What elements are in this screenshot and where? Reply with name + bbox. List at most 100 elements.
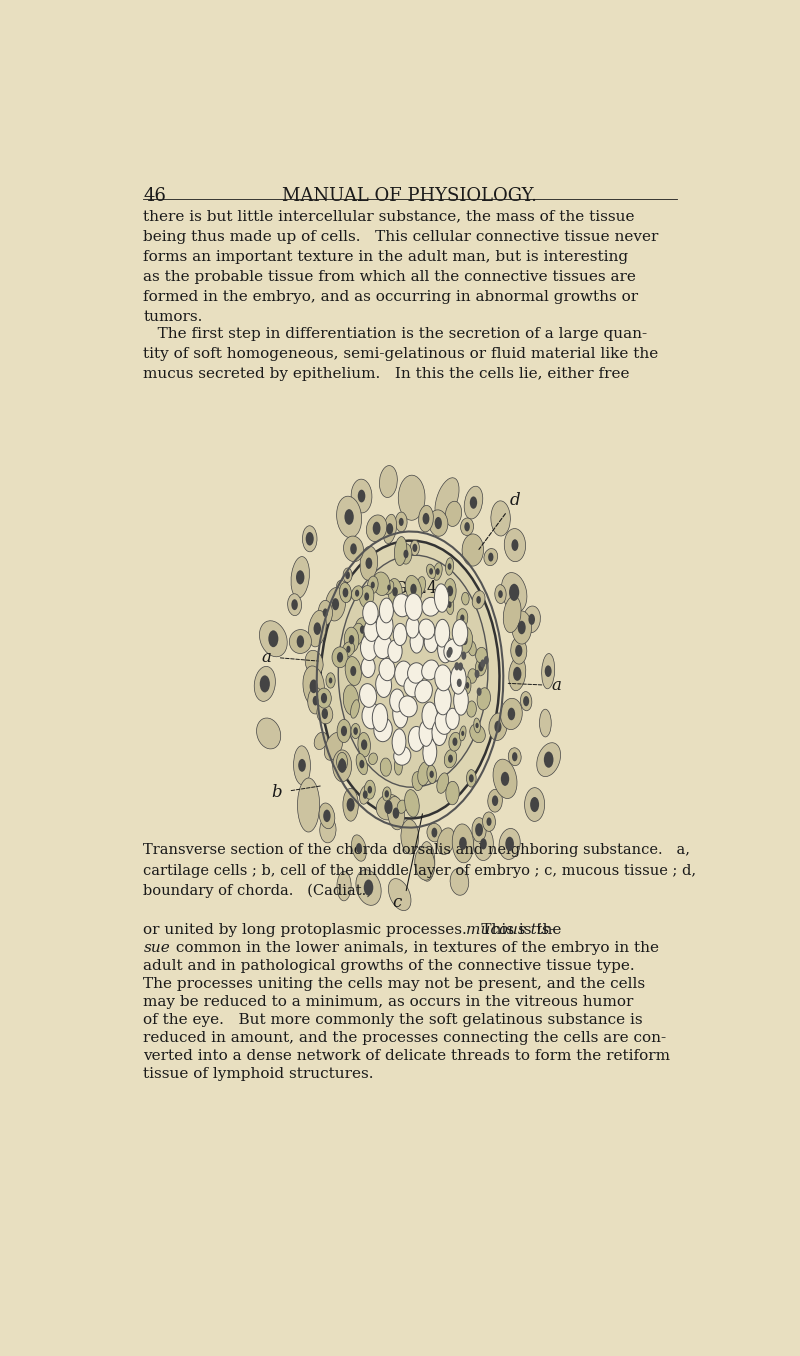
Ellipse shape [401, 819, 418, 854]
Ellipse shape [361, 635, 378, 660]
Ellipse shape [254, 666, 275, 701]
Ellipse shape [529, 614, 535, 625]
Ellipse shape [506, 837, 514, 852]
Ellipse shape [358, 732, 370, 757]
Ellipse shape [384, 580, 394, 594]
Ellipse shape [313, 696, 318, 705]
Ellipse shape [418, 762, 430, 785]
Ellipse shape [351, 624, 364, 645]
Ellipse shape [350, 544, 357, 555]
Ellipse shape [317, 687, 331, 708]
Ellipse shape [436, 568, 440, 575]
Ellipse shape [344, 628, 359, 652]
Ellipse shape [488, 553, 494, 561]
Ellipse shape [343, 685, 358, 715]
Ellipse shape [361, 739, 367, 750]
Ellipse shape [477, 687, 490, 711]
Ellipse shape [390, 689, 404, 712]
Ellipse shape [410, 540, 419, 556]
Ellipse shape [303, 666, 325, 706]
Ellipse shape [468, 641, 476, 656]
Ellipse shape [410, 583, 417, 594]
Ellipse shape [339, 583, 351, 602]
Circle shape [448, 647, 453, 655]
Ellipse shape [424, 633, 438, 652]
Ellipse shape [296, 571, 305, 584]
Ellipse shape [364, 880, 374, 895]
Ellipse shape [354, 727, 358, 735]
Ellipse shape [452, 620, 468, 645]
Ellipse shape [384, 800, 393, 814]
Ellipse shape [466, 682, 470, 689]
Ellipse shape [461, 518, 474, 536]
Ellipse shape [408, 727, 425, 751]
Ellipse shape [291, 599, 298, 610]
Ellipse shape [488, 789, 502, 812]
Ellipse shape [419, 720, 433, 746]
Ellipse shape [434, 664, 451, 690]
Ellipse shape [370, 582, 375, 589]
Ellipse shape [501, 698, 522, 730]
Ellipse shape [461, 731, 464, 736]
Ellipse shape [257, 719, 281, 749]
Ellipse shape [386, 523, 393, 534]
Ellipse shape [397, 800, 406, 814]
Ellipse shape [308, 610, 326, 647]
Ellipse shape [512, 612, 531, 644]
Ellipse shape [542, 654, 554, 689]
Ellipse shape [406, 575, 422, 603]
Ellipse shape [351, 835, 366, 861]
Ellipse shape [482, 812, 495, 831]
Ellipse shape [333, 750, 352, 782]
Ellipse shape [434, 517, 442, 529]
Ellipse shape [376, 795, 401, 820]
Ellipse shape [340, 758, 344, 765]
Ellipse shape [422, 660, 439, 679]
Text: The first step in differentiation is the secretion of a large quan-
tity of soft: The first step in differentiation is the… [143, 327, 658, 381]
Ellipse shape [356, 843, 362, 853]
Ellipse shape [511, 540, 518, 551]
Text: b: b [271, 784, 282, 801]
Ellipse shape [446, 781, 459, 805]
Ellipse shape [324, 732, 342, 761]
Ellipse shape [332, 647, 348, 667]
Ellipse shape [385, 791, 389, 797]
Ellipse shape [399, 696, 418, 717]
Ellipse shape [298, 778, 320, 833]
Ellipse shape [373, 522, 381, 534]
Ellipse shape [326, 673, 335, 687]
Ellipse shape [462, 593, 469, 605]
Ellipse shape [359, 683, 377, 708]
Ellipse shape [337, 753, 347, 772]
Circle shape [474, 670, 479, 678]
Ellipse shape [374, 717, 392, 742]
Ellipse shape [342, 587, 348, 598]
Ellipse shape [450, 868, 469, 895]
Ellipse shape [366, 557, 372, 570]
Text: The processes uniting the cells may not be present, and the cells: The processes uniting the cells may not … [143, 976, 646, 991]
Ellipse shape [404, 675, 422, 697]
Ellipse shape [495, 584, 506, 603]
Ellipse shape [350, 700, 359, 719]
Ellipse shape [493, 759, 517, 799]
Ellipse shape [508, 747, 521, 766]
Ellipse shape [510, 637, 527, 664]
Ellipse shape [374, 635, 392, 659]
Text: a: a [262, 650, 271, 666]
Ellipse shape [452, 824, 474, 862]
Ellipse shape [472, 818, 486, 842]
Circle shape [462, 651, 466, 660]
Text: or united by long protoplasmic processes.   This is the: or united by long protoplasmic processes… [143, 923, 566, 937]
Ellipse shape [403, 549, 409, 559]
Ellipse shape [446, 557, 454, 575]
Ellipse shape [430, 770, 434, 778]
Ellipse shape [320, 816, 336, 843]
Ellipse shape [435, 477, 459, 521]
Text: sue: sue [143, 941, 170, 955]
Ellipse shape [492, 796, 498, 805]
Ellipse shape [346, 571, 350, 579]
Ellipse shape [351, 479, 372, 513]
Ellipse shape [387, 796, 405, 830]
Ellipse shape [373, 572, 390, 595]
Ellipse shape [523, 606, 541, 633]
